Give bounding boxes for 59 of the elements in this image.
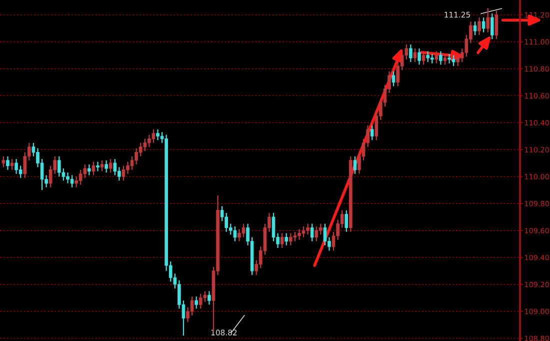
candlestick — [293, 231, 297, 242]
candlestick — [96, 161, 100, 172]
candlestick — [494, 10, 498, 40]
candlestick — [314, 226, 318, 242]
candlestick — [100, 160, 104, 172]
candlestick — [473, 21, 477, 36]
candlestick — [194, 296, 198, 310]
candlestick — [490, 12, 494, 40]
candlestick — [113, 158, 117, 176]
candlestick — [353, 156, 357, 174]
candlestick — [418, 48, 421, 66]
candlestick — [152, 128, 156, 144]
candlestick — [2, 156, 6, 168]
candlestick — [344, 210, 348, 232]
candlestick — [486, 8, 490, 33]
candlestick — [392, 70, 396, 87]
candlestick — [310, 223, 314, 242]
candlestick — [242, 223, 246, 238]
candlestick — [422, 50, 426, 66]
candlestick — [138, 142, 142, 157]
candlestick — [208, 290, 211, 306]
candlestick — [6, 156, 10, 170]
candlestick — [104, 160, 108, 174]
candlestick — [478, 16, 481, 36]
candlestick — [238, 228, 241, 242]
candlestick — [482, 16, 486, 33]
candlestick — [108, 158, 112, 174]
candlestick — [439, 50, 442, 66]
candlestick — [122, 165, 126, 182]
candlestick — [70, 174, 74, 188]
candlestick — [409, 44, 412, 63]
candlestick — [306, 223, 310, 236]
candlestick — [58, 156, 61, 178]
candlestick — [452, 54, 456, 67]
candlestick — [370, 124, 374, 141]
candlestick — [198, 293, 202, 310]
candlestick — [434, 50, 438, 64]
candlestick — [280, 232, 284, 249]
candlestick — [92, 161, 96, 176]
candlestick — [272, 212, 276, 242]
candlestick — [143, 138, 147, 152]
candlestick — [203, 290, 207, 302]
candlestick — [83, 164, 87, 178]
candlestick — [130, 156, 134, 170]
candlestick — [126, 161, 130, 174]
candlestick — [448, 53, 451, 64]
candlestick — [88, 164, 91, 176]
candlestick — [413, 48, 417, 63]
candlestick — [18, 165, 22, 178]
candlestick — [430, 53, 434, 64]
candlestick — [190, 296, 194, 316]
candlestick — [289, 232, 292, 246]
candlestick — [233, 226, 237, 242]
candlestick — [78, 169, 82, 186]
candlestick — [156, 128, 160, 141]
candlestick — [302, 226, 306, 238]
candlestick — [323, 223, 327, 246]
candlestick — [284, 232, 288, 246]
candlestick — [443, 53, 447, 66]
